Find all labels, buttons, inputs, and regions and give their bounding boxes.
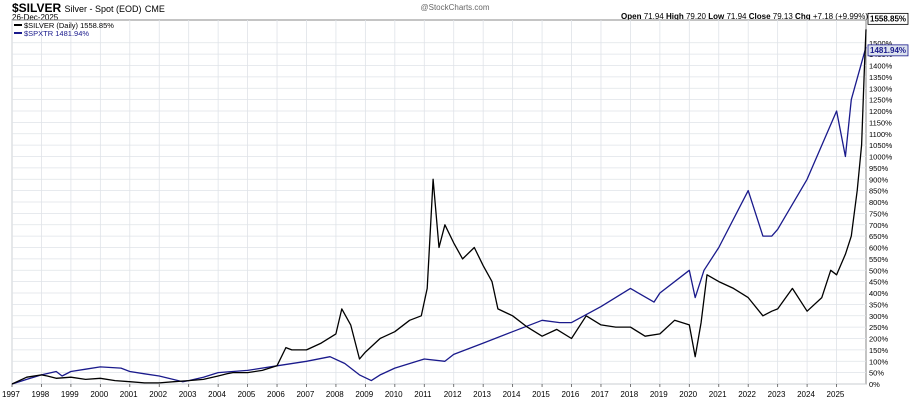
y-tick-label: 550% — [869, 255, 889, 264]
x-tick-label: 2002 — [149, 390, 167, 399]
series-line-silver — [11, 29, 867, 385]
chart-title: $SILVER Silver - Spot (EOD) CME — [12, 1, 165, 15]
y-tick-label: 50% — [869, 369, 884, 378]
x-tick-label: 2022 — [738, 390, 756, 399]
y-tick-label: 1250% — [869, 96, 893, 105]
series-lines — [11, 29, 867, 385]
end-label: 1481.94% — [870, 46, 906, 55]
y-tick-label: 800% — [869, 198, 889, 207]
y-tick-label: 1000% — [869, 153, 893, 162]
end-label: 1558.85% — [870, 14, 906, 23]
series-line-spxtr — [11, 46, 867, 385]
y-tick-label: 300% — [869, 312, 889, 321]
y-tick-label: 600% — [869, 244, 889, 253]
y-tick-label: 100% — [869, 357, 889, 366]
symbol-description: Silver - Spot (EOD) — [64, 4, 142, 14]
chart-date: 26-Dec-2025 — [12, 13, 59, 22]
y-tick-label: 1100% — [869, 130, 892, 139]
y-tick-label: 1400% — [869, 62, 893, 71]
end-label-box — [867, 12, 909, 25]
x-tick-label: 2008 — [326, 390, 344, 399]
legend-label: $SPXTR 1481.94% — [24, 29, 89, 38]
x-tick-label: 2015 — [532, 390, 550, 399]
y-tick-label: 1500% — [869, 39, 893, 48]
x-tick-label: 2005 — [238, 390, 256, 399]
symbol-label: $SILVER — [12, 1, 62, 15]
open-label: Open — [621, 12, 642, 21]
y-axis: 0% 50% 100% 150% 200% 250% 300% 350% 400% 450% 500… — [869, 39, 893, 389]
end-label-box — [867, 44, 909, 57]
grid-lines — [11, 19, 867, 385]
x-tick-label: 2023 — [768, 390, 786, 399]
y-tick-label: 350% — [869, 300, 889, 309]
y-tick-label: 700% — [869, 221, 889, 230]
x-tick-label: 2016 — [562, 390, 580, 399]
y-tick-label: 1300% — [869, 84, 893, 93]
x-tick-label: 1999 — [61, 390, 79, 399]
high-value: 79.20 — [685, 12, 707, 21]
y-tick-label: 750% — [869, 209, 889, 218]
low-label: Low — [708, 12, 725, 21]
y-tick-label: 450% — [869, 278, 889, 287]
x-tick-label: 2024 — [797, 390, 815, 399]
x-tick-label: 2009 — [355, 390, 373, 399]
end-labels: 1558.85% 1481.94% — [867, 12, 909, 57]
x-tick-label: 2007 — [296, 390, 314, 399]
x-tick-label: 2025 — [827, 390, 845, 399]
x-tick-label: 1997 — [2, 390, 20, 399]
open-value: 71.94 — [643, 12, 664, 21]
chg-value: +7.18 (+9.99%) — [812, 12, 868, 21]
y-tick-label: 0% — [869, 380, 880, 389]
high-label: High — [665, 12, 684, 21]
close-value: 79.13 — [772, 12, 793, 21]
y-tick-label: 1150% — [869, 118, 892, 127]
y-tick-label: 1050% — [869, 141, 893, 150]
x-tick-label: 2010 — [385, 390, 403, 399]
y-tick-label: 400% — [869, 289, 889, 298]
legend: $SILVER (Daily) 1558.85%$SPXTR 1481.94% — [14, 21, 114, 38]
y-tick-label: 150% — [869, 346, 889, 355]
x-tick-label: 2000 — [90, 390, 108, 399]
x-tick-label: 2003 — [179, 390, 197, 399]
y-tick-label: 500% — [869, 266, 889, 275]
y-tick-label: 850% — [869, 187, 889, 196]
x-tick-label: 2021 — [709, 390, 727, 399]
x-tick-label: 2001 — [120, 390, 138, 399]
brand-watermark: @StockCharts.com — [420, 3, 490, 12]
y-tick-label: 1350% — [869, 73, 893, 82]
x-tick-label: 2014 — [503, 390, 521, 399]
exchange-label: CME — [144, 4, 165, 14]
x-tick-label: 2004 — [208, 390, 226, 399]
x-tick-label: 2018 — [620, 390, 638, 399]
y-tick-label: 900% — [869, 175, 889, 184]
x-tick-label: 2012 — [444, 390, 462, 399]
chg-label: Chg — [795, 12, 811, 21]
ohlc-readout: Open 71.94 High 79.20 Low 71.94 Close 79… — [621, 12, 868, 21]
low-value: 71.94 — [726, 12, 747, 21]
x-tick-label: 2019 — [650, 390, 668, 399]
y-tick-label: 250% — [869, 323, 889, 332]
x-tick-label: 2006 — [267, 390, 285, 399]
x-tick-label: 2013 — [473, 390, 491, 399]
y-tick-label: 950% — [869, 164, 889, 173]
x-tick-label: 1998 — [31, 390, 49, 399]
x-tick-label: 2011 — [414, 390, 432, 399]
y-tick-label: 650% — [869, 232, 889, 241]
y-tick-label: 1200% — [869, 107, 893, 116]
close-label: Close — [748, 12, 771, 21]
x-tick-label: 2020 — [679, 390, 697, 399]
y-tick-label: 200% — [869, 335, 889, 344]
x-tick-label: 2017 — [591, 390, 609, 399]
legend-label: $SILVER (Daily) 1558.85% — [24, 21, 114, 30]
x-axis: 1997 1998 1999 2000 2001 2002 2003 2004 2005 2006… — [2, 384, 845, 399]
